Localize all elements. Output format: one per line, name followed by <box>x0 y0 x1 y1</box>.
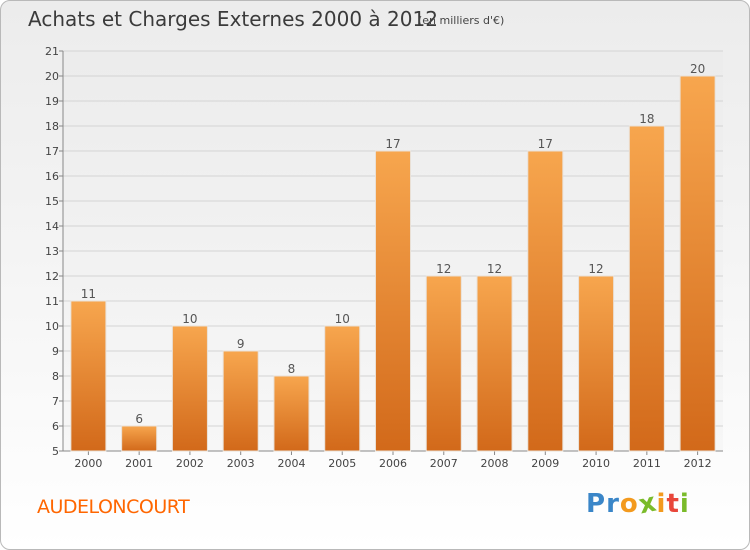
bar-2005 <box>324 325 361 452</box>
value-label-2007: 12 <box>436 262 451 276</box>
logo-letter: P <box>586 489 607 519</box>
value-label-2008: 12 <box>487 262 502 276</box>
logo-letter: t <box>666 489 680 519</box>
value-labels: 11 6 10 9 8 10 17 12 12 17 12 18 20 <box>81 62 706 426</box>
x-tick-label-2003: 2003 <box>227 457 255 470</box>
bar-2012 <box>679 75 716 452</box>
value-label-2003: 9 <box>237 337 245 351</box>
bar-2011 <box>628 125 665 452</box>
y-tick-label: 11 <box>45 295 59 308</box>
chart-title: Achats et Charges Externes 2000 à 2012 <box>28 7 438 31</box>
bars <box>70 75 716 452</box>
bar-2010 <box>578 275 615 452</box>
bar-2006 <box>375 150 411 452</box>
logo-letter: i <box>679 489 690 519</box>
x-tick-label-2007: 2007 <box>430 457 458 470</box>
bar-2001 <box>121 425 158 452</box>
value-label-2009: 17 <box>538 137 553 151</box>
bar-2008 <box>476 275 513 452</box>
y-tick-label: 13 <box>45 245 59 258</box>
bar-2004 <box>273 375 310 452</box>
y-tick-label: 6 <box>52 420 59 433</box>
y-tick-label: 9 <box>52 345 59 358</box>
x-tick-label-2005: 2005 <box>328 457 356 470</box>
bar-2007 <box>425 275 462 452</box>
proxiti-logo: Proxiti <box>586 487 690 520</box>
y-tick-label: 17 <box>45 145 59 158</box>
x-tick-label-2010: 2010 <box>582 457 610 470</box>
logo-letter: o <box>619 489 639 519</box>
y-tick-label: 10 <box>45 320 59 333</box>
chart-unit: (en milliers d'€) <box>418 14 505 27</box>
x-tick-label-2004: 2004 <box>277 457 305 470</box>
y-tick-label: 19 <box>45 95 59 108</box>
value-label-2004: 8 <box>288 362 296 376</box>
x-tick-label-2001: 2001 <box>125 457 153 470</box>
value-label-2011: 18 <box>639 112 654 126</box>
value-label-2001: 6 <box>135 412 143 426</box>
y-tick-label: 15 <box>45 195 59 208</box>
x-tick-label-2012: 2012 <box>684 457 712 470</box>
x-tick-label-2002: 2002 <box>176 457 204 470</box>
location-name: AUDELONCOURT <box>37 496 190 518</box>
x-tick-label-2008: 2008 <box>481 457 509 470</box>
bar-2009 <box>527 150 564 452</box>
y-tick-label: 21 <box>45 45 59 58</box>
y-tick-label: 18 <box>45 120 59 133</box>
bar-2000 <box>70 300 107 452</box>
y-tick-label: 16 <box>45 170 59 183</box>
value-label-2010: 12 <box>588 262 603 276</box>
x-tick-label-2011: 2011 <box>633 457 661 470</box>
logo-letter: i <box>656 489 667 519</box>
logo-letter: r <box>606 489 620 519</box>
value-label-2000: 11 <box>81 287 96 301</box>
x-tick-label-2009: 2009 <box>531 457 559 470</box>
x-tick-label-2006: 2006 <box>379 457 407 470</box>
y-tick-label: 7 <box>52 395 59 408</box>
bar-2003 <box>222 350 259 452</box>
y-tick-label: 20 <box>45 70 59 83</box>
value-label-2005: 10 <box>335 312 350 326</box>
bar-2002 <box>171 325 208 452</box>
y-tick-label: 8 <box>52 370 59 383</box>
value-label-2012: 20 <box>690 62 705 76</box>
y-tick-label: 14 <box>45 220 59 233</box>
x-tick-label-2000: 2000 <box>74 457 102 470</box>
value-label-2006: 17 <box>385 137 400 151</box>
tick-labels: 5 6 7 8 9 10 11 12 13 14 15 16 17 18 19 20 21 2000 2001 200… <box>45 45 712 470</box>
value-label-2002: 10 <box>182 312 197 326</box>
y-tick-label: 5 <box>52 445 59 458</box>
y-tick-label: 12 <box>45 270 59 283</box>
